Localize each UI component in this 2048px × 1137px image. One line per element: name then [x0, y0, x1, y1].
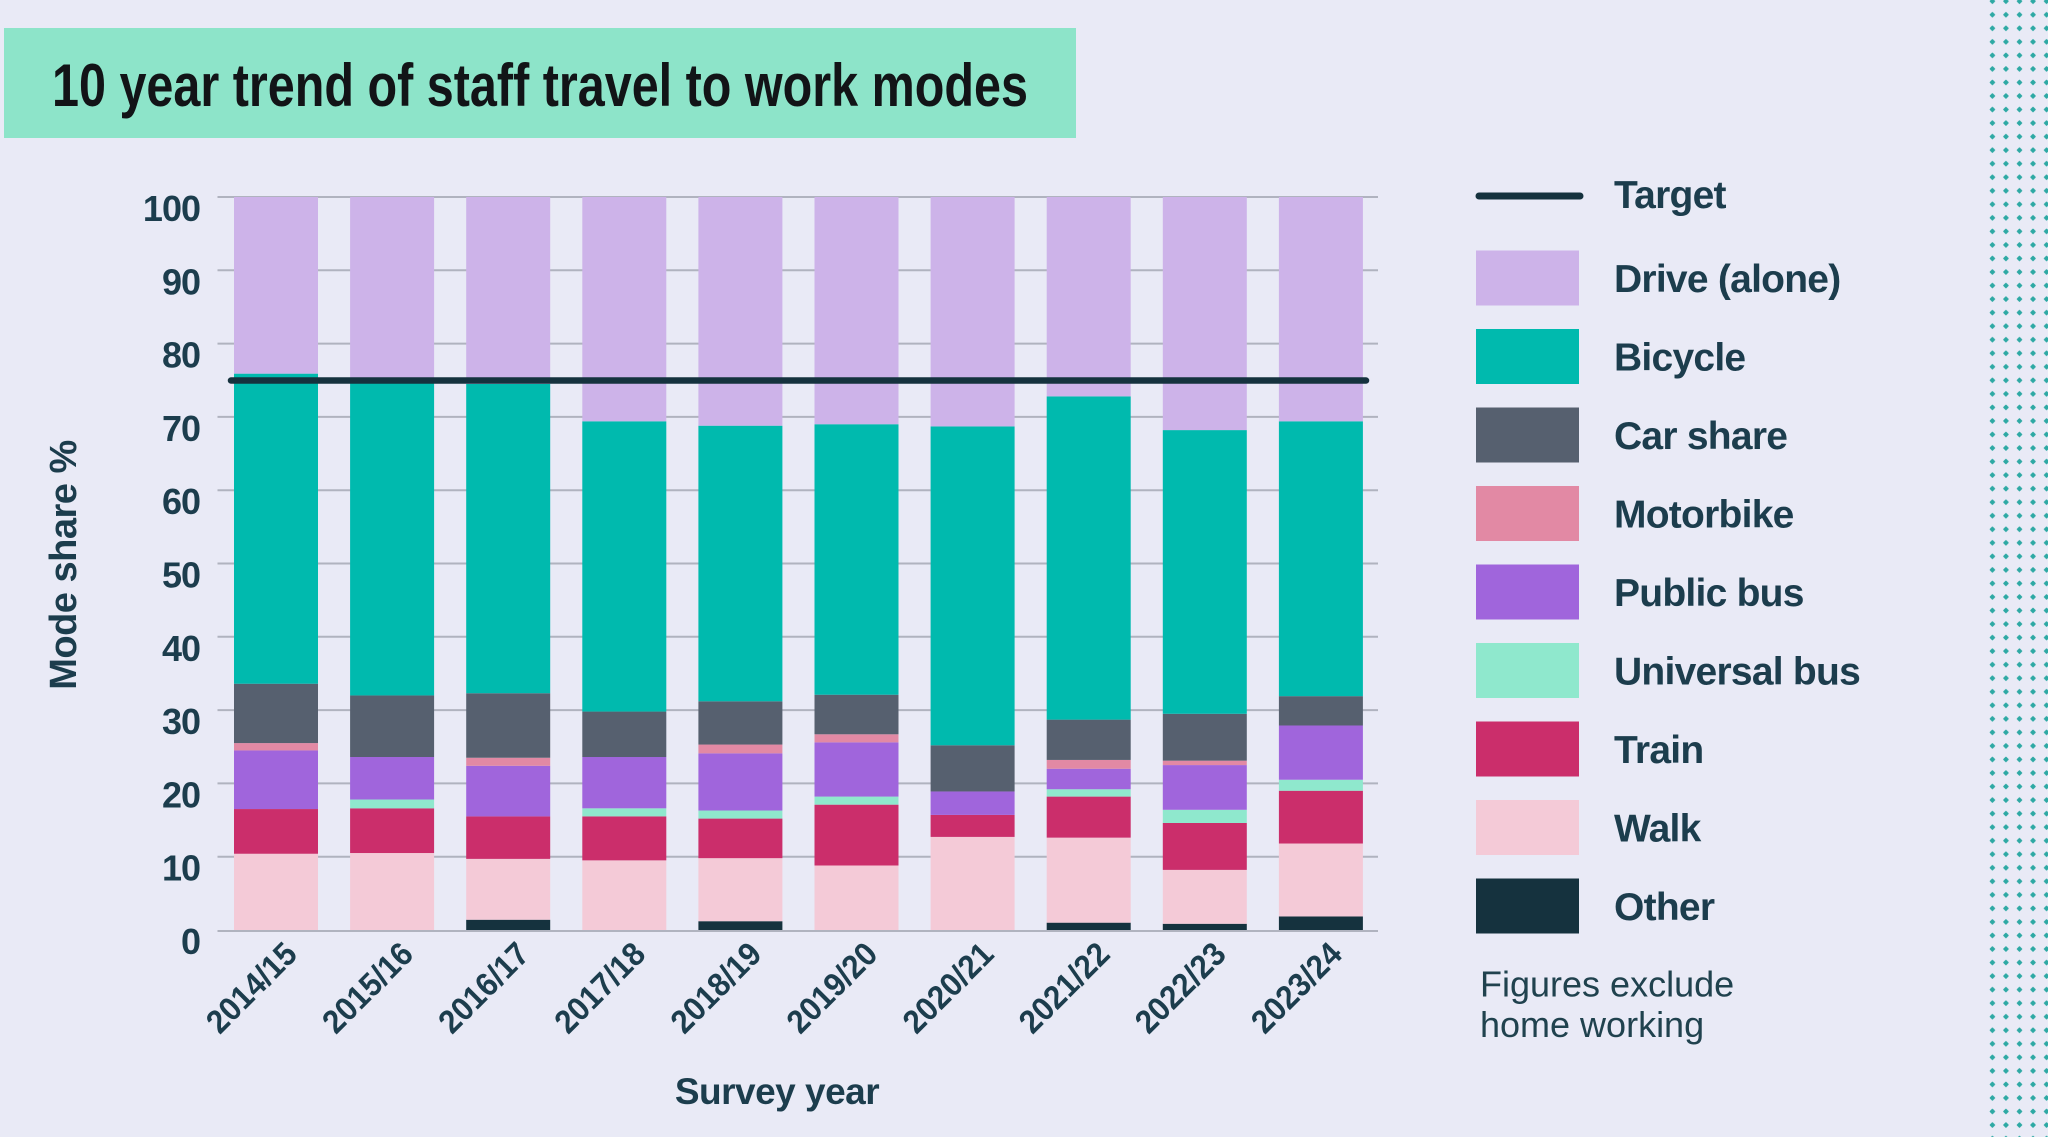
svg-text:home working: home working [1480, 1004, 1704, 1045]
svg-text:Universal bus: Universal bus [1614, 651, 1860, 694]
svg-text:30: 30 [162, 701, 200, 742]
svg-text:Train: Train [1614, 729, 1703, 772]
svg-text:Target: Target [1614, 174, 1727, 217]
svg-text:60: 60 [162, 481, 200, 522]
svg-text:Mode share %: Mode share % [43, 440, 85, 690]
svg-text:70: 70 [162, 408, 200, 449]
svg-text:Car share: Car share [1614, 415, 1787, 458]
svg-text:80: 80 [162, 335, 200, 376]
svg-text:50: 50 [162, 555, 200, 596]
svg-text:Bicycle: Bicycle [1614, 337, 1745, 380]
svg-text:40: 40 [162, 628, 200, 669]
svg-text:Survey year: Survey year [675, 1071, 879, 1112]
svg-text:Figures exclude: Figures exclude [1480, 964, 1734, 1005]
svg-text:10 year trend of staff travel: 10 year trend of staff travel to work mo… [52, 52, 1028, 119]
svg-text:Motorbike: Motorbike [1614, 494, 1794, 537]
svg-text:90: 90 [162, 261, 200, 302]
svg-text:100: 100 [143, 188, 200, 229]
svg-text:Drive (alone): Drive (alone) [1614, 258, 1840, 301]
svg-text:Public bus: Public bus [1614, 572, 1804, 615]
svg-text:20: 20 [162, 774, 200, 815]
svg-text:Other: Other [1614, 886, 1715, 929]
svg-text:Walk: Walk [1614, 808, 1702, 851]
svg-text:0: 0 [181, 921, 200, 962]
svg-text:10: 10 [162, 848, 200, 889]
